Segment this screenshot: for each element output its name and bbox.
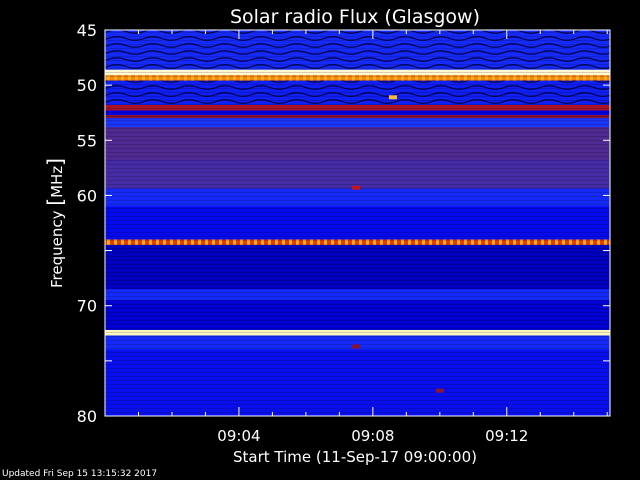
y-axis-label-bracket-close: ] (43, 158, 67, 166)
y-axis-label-bracket-open: [ (43, 198, 67, 206)
chart-title: Solar radio Flux (Glasgow) (230, 6, 480, 28)
updated-timestamp: Updated Fri Sep 15 13:15:32 2017 (2, 469, 158, 479)
y-tick-label-45: 45 (77, 21, 97, 40)
x-axis-label: Start Time (11-Sep-17 09:00:00) (233, 448, 477, 466)
y-axis: 45 50 55 60 70 80 (77, 21, 610, 426)
x-tick-label-4: 09:04 (217, 427, 260, 445)
heatmap-stripes (105, 30, 610, 416)
y-tick-label-55: 55 (77, 131, 97, 150)
burst-3 (352, 344, 361, 349)
x-tick-label-8: 09:08 (351, 427, 394, 445)
y-tick-label-80: 80 (77, 407, 97, 426)
y-tick-label-70: 70 (77, 297, 97, 316)
plot-area (105, 30, 610, 416)
x-axis: 09:04 09:08 09:12 (137, 30, 608, 445)
burst-1 (388, 95, 397, 100)
y-axis-label-text: Frequency (48, 206, 66, 288)
y-axis-label-unit: MHz (48, 166, 66, 198)
burst-4 (435, 388, 444, 393)
y-tick-label-60: 60 (77, 186, 97, 205)
plot-frame (104, 29, 611, 417)
burst-2 (352, 185, 361, 190)
x-tick-label-12: 09:12 (485, 427, 528, 445)
y-axis-label: Frequency [MHz] (43, 158, 67, 288)
y-tick-label-50: 50 (77, 76, 97, 95)
